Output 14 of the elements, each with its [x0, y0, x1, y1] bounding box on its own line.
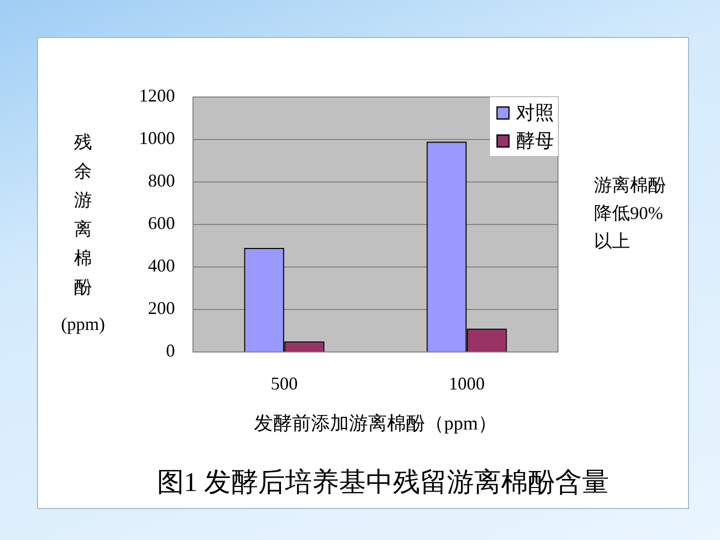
y-tick-label: 800	[148, 170, 175, 191]
x-axis-title: 发酵前添加游离棉酚（ppm）	[254, 412, 497, 435]
y-tick-label: 1200	[139, 86, 175, 106]
text: 游离棉酚降低90%以上	[594, 174, 667, 253]
y-tick-label: 1000	[139, 128, 175, 148]
x-tick-label: 500	[270, 374, 298, 394]
legend-label: 对照	[516, 102, 554, 124]
y-tick-label: 200	[148, 298, 175, 318]
y-tick-label: 400	[148, 256, 175, 276]
y-tick-label: 0	[166, 340, 175, 361]
legend-label: 酵母	[516, 130, 554, 152]
text: 图1 发酵后培养基中残留游离棉酚含量	[156, 466, 610, 499]
y-tick-label: 600	[148, 213, 175, 234]
y-axis-title: 残余游离棉酚(ppm)	[60, 131, 106, 336]
